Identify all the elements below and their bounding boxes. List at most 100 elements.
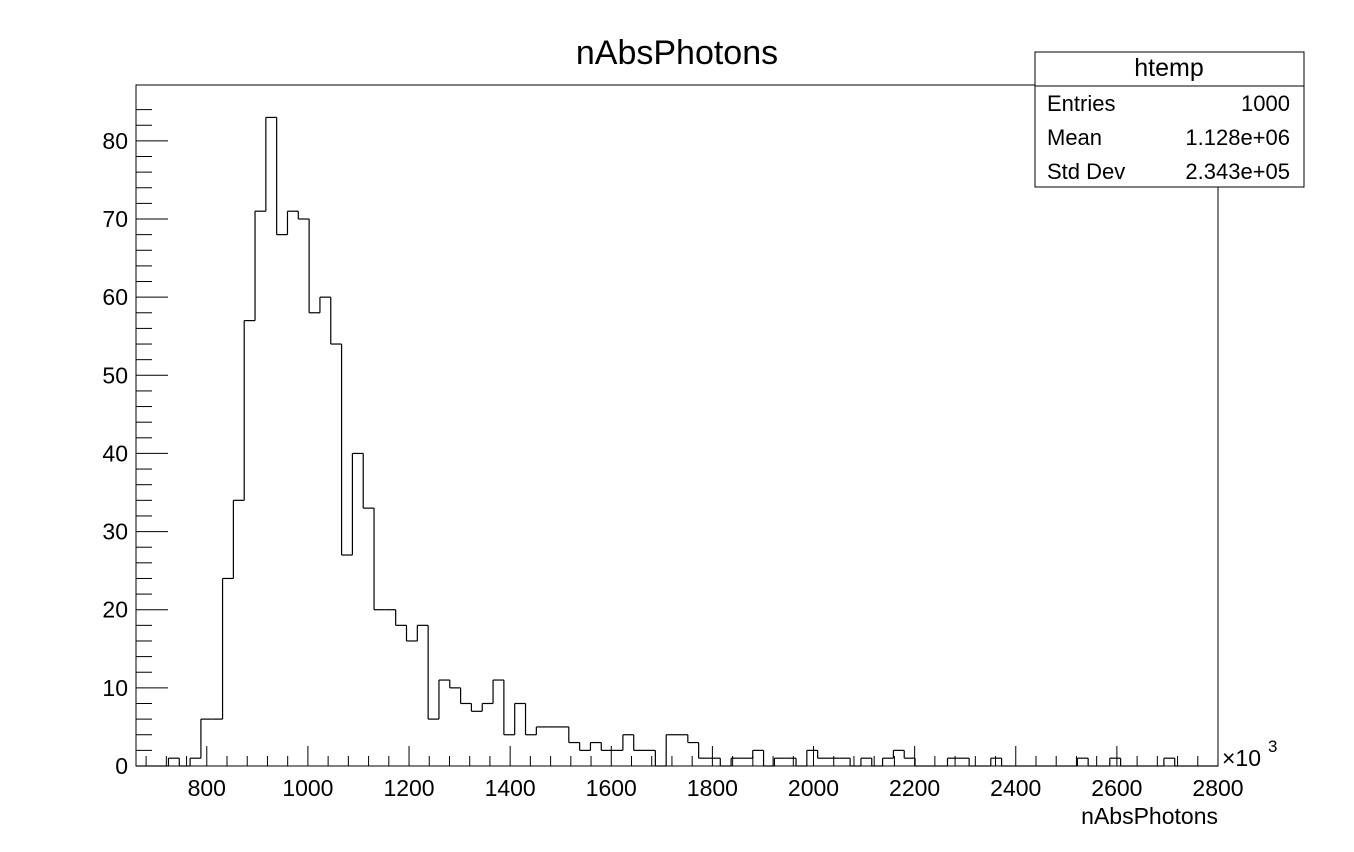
histogram-bin	[200, 718, 212, 759]
histogram-bin	[297, 211, 310, 220]
histogram-bin	[762, 750, 775, 767]
histogram-bin	[254, 210, 266, 321]
histogram-bin	[481, 702, 494, 712]
x-tick-label: 2000	[788, 775, 839, 801]
histogram-bin	[903, 750, 916, 759]
histogram-bin	[340, 344, 353, 556]
stats-mean-value: 1.128e+06	[1185, 125, 1290, 150]
histogram-bin	[535, 726, 548, 735]
x-tick-label: 2400	[990, 775, 1041, 801]
stats-box-frame	[1034, 51, 1305, 188]
histogram-bin	[752, 749, 764, 759]
y-axis: 0 10 20 30 40 50 60 70 80	[102, 109, 168, 779]
histogram-bin	[698, 742, 710, 759]
x-multiplier-exponent: 3	[1268, 737, 1277, 756]
x-axis-multiplier: ×10 3	[1222, 737, 1277, 771]
x-tick-label: 2200	[889, 775, 940, 801]
histogram-bin	[1087, 758, 1099, 767]
x-tick-label: 1600	[586, 775, 637, 801]
histogram-bin	[817, 750, 829, 759]
histogram-bin	[308, 219, 320, 314]
x-tick-label: 800	[188, 775, 226, 801]
histogram-bin	[286, 210, 299, 235]
histogram-bin	[730, 757, 742, 766]
plot-frame	[135, 84, 1219, 767]
x-axis: 800 1000 1200 1400 1600 1800 2000 2200 2400 2600 2…	[145, 746, 1244, 801]
histogram-bin	[622, 734, 634, 751]
y-tick-label: 60	[102, 284, 128, 310]
histogram-bin	[654, 750, 667, 767]
stats-box-title: htemp	[1134, 54, 1203, 82]
x-tick-label: 2600	[1091, 775, 1142, 801]
stats-entries-label: Entries	[1047, 91, 1115, 116]
stats-stddev-value: 2.343e+05	[1185, 159, 1290, 184]
histogram-bin	[1163, 757, 1175, 766]
histogram-bin	[330, 297, 342, 345]
histogram-bin	[319, 296, 331, 313]
histogram-bin	[589, 741, 602, 751]
stats-stddev-label: Std Dev	[1047, 159, 1125, 184]
x-tick-label: 1400	[485, 775, 536, 801]
chart-title: nAbsPhotons	[576, 34, 778, 72]
histogram-bin	[514, 702, 526, 735]
histogram-bin	[946, 757, 959, 766]
y-tick-label: 20	[102, 597, 128, 623]
histogram-bin	[1000, 758, 1013, 767]
y-tick-label: 30	[102, 519, 128, 545]
histogram-bin	[503, 680, 515, 736]
histogram-bin	[351, 452, 364, 556]
x-axis-label: nAbsPhotons	[1081, 803, 1218, 829]
histogram-bin	[719, 758, 732, 767]
stats-entries-value: 1000	[1241, 91, 1290, 116]
stats-box: htemp Entries 1000 Mean 1.128e+06 Std De…	[1034, 51, 1305, 188]
histogram-bin	[373, 508, 385, 611]
histogram-bin	[416, 624, 429, 641]
histogram-bin	[167, 757, 180, 766]
histogram-bin	[1076, 757, 1089, 766]
histogram-bin	[579, 742, 591, 751]
histogram-bin	[806, 749, 818, 766]
histogram-bin	[189, 757, 201, 766]
y-tick-label: 50	[102, 362, 128, 388]
y-tick-label: 80	[102, 128, 128, 154]
y-tick-label: 10	[102, 675, 128, 701]
x-tick-label: 1200	[383, 775, 434, 801]
histogram-bin	[492, 679, 504, 704]
histogram-bin	[849, 758, 861, 767]
histogram-bin	[405, 625, 418, 642]
stats-mean-label: Mean	[1047, 125, 1102, 150]
histogram-bin	[265, 116, 277, 212]
histogram-bin	[871, 758, 883, 767]
histogram-bin	[633, 734, 645, 751]
histogram-bin	[524, 703, 537, 736]
histogram-bin	[687, 734, 699, 744]
histogram-bin	[968, 758, 980, 767]
histogram-bin	[881, 757, 894, 766]
histogram-bin	[568, 726, 580, 744]
x-tick-label: 1800	[687, 775, 738, 801]
histogram-bin	[795, 758, 807, 767]
histogram-bin	[773, 757, 786, 766]
histogram-bin	[427, 625, 439, 720]
histogram-bin	[460, 687, 472, 705]
histogram-bin	[1109, 757, 1121, 766]
histogram-bin	[990, 757, 1002, 766]
histogram-bin	[362, 453, 375, 509]
x-tick-label: 2800	[1192, 775, 1243, 801]
histogram-bin	[221, 577, 234, 720]
histogram-bin	[1174, 758, 1186, 767]
histogram-bin	[276, 117, 288, 236]
histogram-bin	[665, 734, 677, 766]
x-tick-label: 1000	[282, 775, 333, 801]
histogram-bin	[395, 609, 407, 626]
x-multiplier-base: ×10	[1222, 745, 1261, 771]
histogram-bin	[449, 680, 461, 689]
histogram-bin	[438, 679, 450, 720]
histogram-bins	[136, 116, 1218, 767]
y-tick-label: 40	[102, 440, 128, 466]
histogram-bin	[860, 757, 872, 766]
y-tick-label: 70	[102, 206, 128, 232]
histogram-bin	[178, 758, 191, 767]
histogram-bin	[914, 758, 926, 767]
